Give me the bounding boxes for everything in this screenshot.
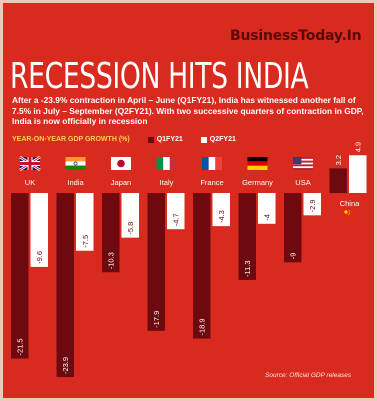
- bar-japan-q2: [121, 193, 139, 238]
- bar-italy-q2: [167, 193, 185, 230]
- value-label-china-q1: 3.2: [334, 155, 343, 165]
- country-label-italy: Italy: [160, 178, 174, 187]
- chart-title: YEAR-ON-YEAR GDP GROWTH (%): [12, 136, 130, 143]
- germany-flag-icon: [247, 157, 268, 170]
- source-note: Source: Official GDP releases: [265, 372, 352, 379]
- country-label-france: France: [200, 178, 223, 187]
- value-label-germany-q2: -4: [263, 214, 272, 221]
- india-flag-icon: [65, 157, 86, 170]
- value-label-france-q1: -18.9: [198, 318, 207, 335]
- bar-italy-q1: [147, 193, 165, 331]
- value-label-india-q1: -23.9: [61, 357, 70, 374]
- value-label-japan-q2: -5.8: [126, 222, 135, 235]
- value-label-china-q2: 4.9: [354, 142, 363, 152]
- value-label-usa-q1: -9: [289, 253, 298, 260]
- value-label-germany-q1: -11.3: [243, 260, 252, 277]
- value-label-usa-q2: -2.9: [308, 199, 317, 212]
- bar-uk-q1: [11, 193, 29, 359]
- bar-germany-q2: [258, 193, 276, 224]
- page-title: RECESSION HITS INDIA: [10, 56, 309, 97]
- bar-france-q2: [212, 193, 230, 227]
- legend-item-q1: Q1FY21: [147, 136, 183, 143]
- value-label-japan-q1: -10.3: [107, 252, 116, 269]
- legend-item-q2: Q2FY21: [200, 136, 236, 143]
- bar-uk-q2: [30, 193, 48, 267]
- france-flag-icon: [202, 157, 222, 170]
- country-label-usa: USA: [295, 178, 310, 187]
- bar-china-q1: [329, 168, 347, 193]
- italy-flag-icon: [156, 157, 177, 170]
- usa-flag-icon: [293, 157, 313, 170]
- bar-germany-q1: [238, 193, 256, 281]
- chart-legend: YEAR-ON-YEAR GDP GROWTH (%) Q1FY21 Q2FY2…: [12, 136, 236, 143]
- bar-usa-q2: [303, 193, 321, 216]
- japan-flag-icon: [111, 157, 131, 170]
- bar-india-q1: [56, 193, 74, 378]
- intro-text: After a -23.9% contraction in April – Ju…: [12, 95, 364, 127]
- legend-swatch-q2: [200, 136, 207, 143]
- legend-label-q1: Q1FY21: [156, 136, 183, 143]
- brand-logo: BusinessToday.In: [230, 28, 362, 44]
- value-label-uk-q1: -21.5: [16, 338, 25, 355]
- uk-flag-icon: [19, 155, 41, 172]
- country-label-india: India: [67, 178, 84, 187]
- value-label-uk-q2: -9.6: [35, 251, 44, 264]
- china-flag-icon: [342, 209, 357, 218]
- legend-label-q2: Q2FY21: [209, 136, 236, 143]
- country-label-uk: UK: [25, 178, 35, 187]
- value-label-france-q2: -4.3: [217, 210, 226, 223]
- bar-india-q2: [76, 193, 94, 251]
- value-label-italy-q1: -17.9: [152, 311, 161, 328]
- value-label-india-q2: -7.5: [81, 235, 90, 248]
- bar-japan-q1: [102, 193, 120, 273]
- bar-china-q2: [349, 155, 367, 193]
- country-label-germany: Germany: [242, 178, 273, 187]
- bar-usa-q1: [284, 193, 302, 263]
- bar-france-q1: [193, 193, 211, 339]
- value-label-italy-q2: -4.7: [172, 213, 181, 226]
- legend-swatch-q1: [147, 136, 154, 143]
- country-label-japan: Japan: [111, 178, 131, 187]
- country-label-china: China: [340, 199, 360, 208]
